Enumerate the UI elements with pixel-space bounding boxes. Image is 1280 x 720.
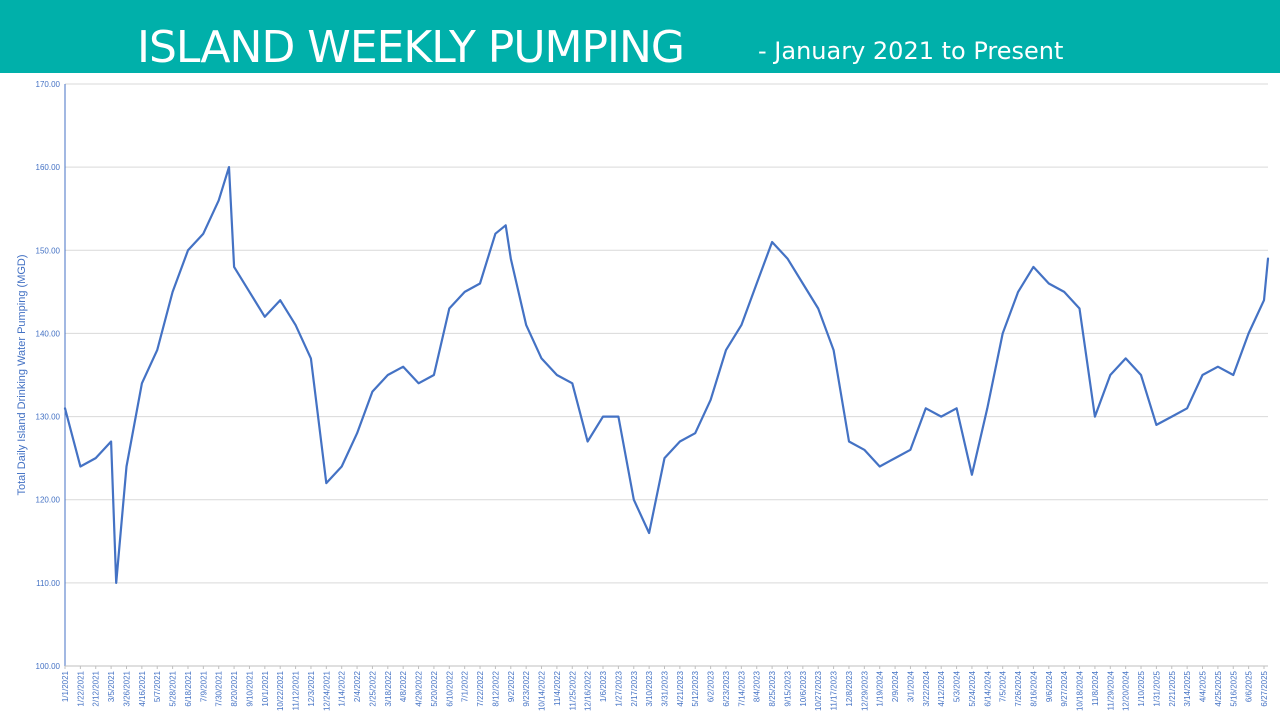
x-tick-label: 6/23/2023 bbox=[722, 670, 731, 706]
x-tick-label: 4/16/2021 bbox=[138, 670, 147, 706]
x-tick-label: 8/12/2022 bbox=[491, 670, 500, 706]
x-tick-label: 1/14/2022 bbox=[338, 670, 347, 706]
x-tick-label: 7/9/2021 bbox=[199, 670, 208, 702]
x-tick-label: 1/22/2021 bbox=[76, 670, 85, 706]
x-tick-label: 12/3/2021 bbox=[307, 670, 316, 706]
x-tick-label: 7/30/2021 bbox=[215, 670, 224, 706]
x-tick-label: 1/10/2025 bbox=[1137, 670, 1146, 706]
x-tick-label: 8/4/2023 bbox=[753, 670, 762, 702]
x-tick-label: 11/12/2021 bbox=[292, 670, 301, 710]
x-tick-label: 5/24/2024 bbox=[968, 670, 977, 706]
x-tick-label: 9/27/2024 bbox=[1060, 670, 1069, 706]
x-tick-label: 11/29/2024 bbox=[1106, 670, 1115, 710]
x-tick-label: 11/17/2023 bbox=[830, 670, 839, 710]
x-axis-tick-labels: 1/1/2021 1/22/2021 2/12/2021 3/5/2021 3/26/2… bbox=[61, 666, 1269, 711]
y-axis-label: Total Daily Island Drinking Water Pumpin… bbox=[16, 254, 28, 495]
x-tick-label: 4/4/2025 bbox=[1199, 670, 1208, 702]
x-tick-label: 4/29/2022 bbox=[415, 670, 424, 706]
x-tick-label: 1/19/2024 bbox=[876, 670, 885, 706]
series-line bbox=[63, 166, 1270, 584]
x-tick-label: 7/5/2024 bbox=[999, 670, 1008, 702]
x-tick-label: 5/20/2022 bbox=[430, 670, 439, 706]
x-tick-label: 1/27/2023 bbox=[614, 670, 623, 706]
x-tick-label: 6/6/2025 bbox=[1245, 670, 1254, 702]
x-tick-label: 6/14/2024 bbox=[983, 670, 992, 706]
x-tick-label: 5/7/2021 bbox=[153, 670, 162, 702]
x-tick-label: 2/12/2021 bbox=[92, 670, 101, 706]
x-tick-label: 12/24/2021 bbox=[322, 670, 331, 711]
x-tick-label: 3/18/2022 bbox=[384, 670, 393, 706]
y-tick-label: 160.00 bbox=[36, 163, 61, 172]
x-tick-label: 7/22/2022 bbox=[476, 670, 485, 706]
y-tick-label: 170.00 bbox=[36, 80, 61, 89]
x-tick-label: 12/29/2023 bbox=[860, 670, 869, 711]
x-tick-label: 5/16/2025 bbox=[1229, 670, 1238, 706]
x-tick-label: 1/6/2023 bbox=[599, 670, 608, 702]
x-tick-label: 11/4/2022 bbox=[553, 670, 562, 706]
x-tick-label: 7/1/2022 bbox=[461, 670, 470, 702]
x-tick-label: 3/5/2021 bbox=[107, 670, 116, 702]
x-tick-label: 9/15/2023 bbox=[783, 670, 792, 706]
x-tick-label: 9/23/2022 bbox=[522, 670, 531, 706]
x-tick-label: 5/3/2024 bbox=[953, 670, 962, 702]
y-tick-label: 140.00 bbox=[36, 329, 61, 338]
x-tick-label: 10/6/2023 bbox=[799, 670, 808, 706]
x-tick-label: 4/8/2022 bbox=[399, 670, 408, 702]
y-tick-label: 130.00 bbox=[36, 413, 61, 422]
x-tick-label: 2/25/2022 bbox=[368, 670, 377, 706]
x-tick-label: 11/25/2022 bbox=[568, 670, 577, 710]
x-tick-label: 2/4/2022 bbox=[353, 670, 362, 702]
y-axis-tick-labels: 100.00 110.00 120.00 130.00 140.00 150.00 160.… bbox=[36, 80, 61, 671]
slide-subtitle: - January 2021 to Present bbox=[758, 37, 1064, 65]
x-tick-label: 9/10/2021 bbox=[245, 670, 254, 706]
y-tick-label: 120.00 bbox=[36, 496, 61, 505]
x-tick-label: 3/31/2023 bbox=[661, 670, 670, 706]
x-tick-label: 3/26/2021 bbox=[122, 670, 131, 706]
y-tick-label: 100.00 bbox=[36, 662, 61, 671]
x-tick-label: 5/28/2021 bbox=[169, 670, 178, 706]
x-tick-label: 9/2/2022 bbox=[507, 670, 516, 702]
pumping-line-chart: 100.00 110.00 120.00 130.00 140.00 150.00 160.… bbox=[16, 80, 1270, 711]
x-tick-label: 2/17/2023 bbox=[630, 670, 639, 706]
x-tick-label: 7/26/2024 bbox=[1014, 670, 1023, 706]
x-tick-label: 12/20/2024 bbox=[1122, 670, 1131, 711]
x-tick-label: 5/12/2023 bbox=[691, 670, 700, 706]
x-tick-label: 1/31/2025 bbox=[1152, 670, 1161, 706]
y-tick-label: 150.00 bbox=[36, 246, 61, 255]
x-tick-label: 6/18/2021 bbox=[184, 670, 193, 706]
x-tick-label: 6/27/2025 bbox=[1260, 670, 1269, 706]
x-tick-label: 10/27/2023 bbox=[814, 670, 823, 711]
x-tick-label: 3/10/2023 bbox=[645, 670, 654, 706]
x-tick-label: 2/9/2024 bbox=[891, 670, 900, 702]
x-tick-label: 4/25/2025 bbox=[1214, 670, 1223, 706]
x-tick-label: 12/16/2022 bbox=[584, 670, 593, 711]
x-tick-label: 4/12/2024 bbox=[937, 670, 946, 706]
x-tick-label: 11/8/2024 bbox=[1091, 670, 1100, 706]
x-tick-label: 10/1/2021 bbox=[261, 670, 270, 706]
x-tick-label: 10/18/2024 bbox=[1076, 670, 1085, 711]
y-tick-label: 110.00 bbox=[36, 579, 60, 588]
x-tick-label: 2/21/2025 bbox=[1168, 670, 1177, 706]
x-tick-label: 3/22/2024 bbox=[922, 670, 931, 706]
x-tick-label: 8/16/2024 bbox=[1029, 670, 1038, 706]
x-tick-label: 12/8/2023 bbox=[845, 670, 854, 706]
x-tick-label: 3/14/2025 bbox=[1183, 670, 1192, 706]
x-tick-label: 6/10/2022 bbox=[445, 670, 454, 706]
x-tick-label: 4/21/2023 bbox=[676, 670, 685, 706]
x-tick-label: 8/25/2023 bbox=[768, 670, 777, 706]
x-tick-label: 10/22/2021 bbox=[276, 670, 285, 711]
chart-gridlines bbox=[65, 83, 1268, 667]
title-banner: ISLAND WEEKLY PUMPING - January 2021 to … bbox=[0, 0, 1280, 73]
x-tick-label: 8/20/2021 bbox=[230, 670, 239, 706]
slide-title: ISLAND WEEKLY PUMPING bbox=[137, 22, 685, 73]
x-tick-label: 10/14/2022 bbox=[538, 670, 547, 711]
x-tick-label: 1/1/2021 bbox=[61, 670, 70, 702]
x-tick-label: 3/1/2024 bbox=[906, 670, 915, 702]
x-tick-label: 6/2/2023 bbox=[707, 670, 716, 702]
x-tick-label: 9/6/2024 bbox=[1045, 670, 1054, 702]
x-tick-label: 7/14/2023 bbox=[737, 670, 746, 706]
